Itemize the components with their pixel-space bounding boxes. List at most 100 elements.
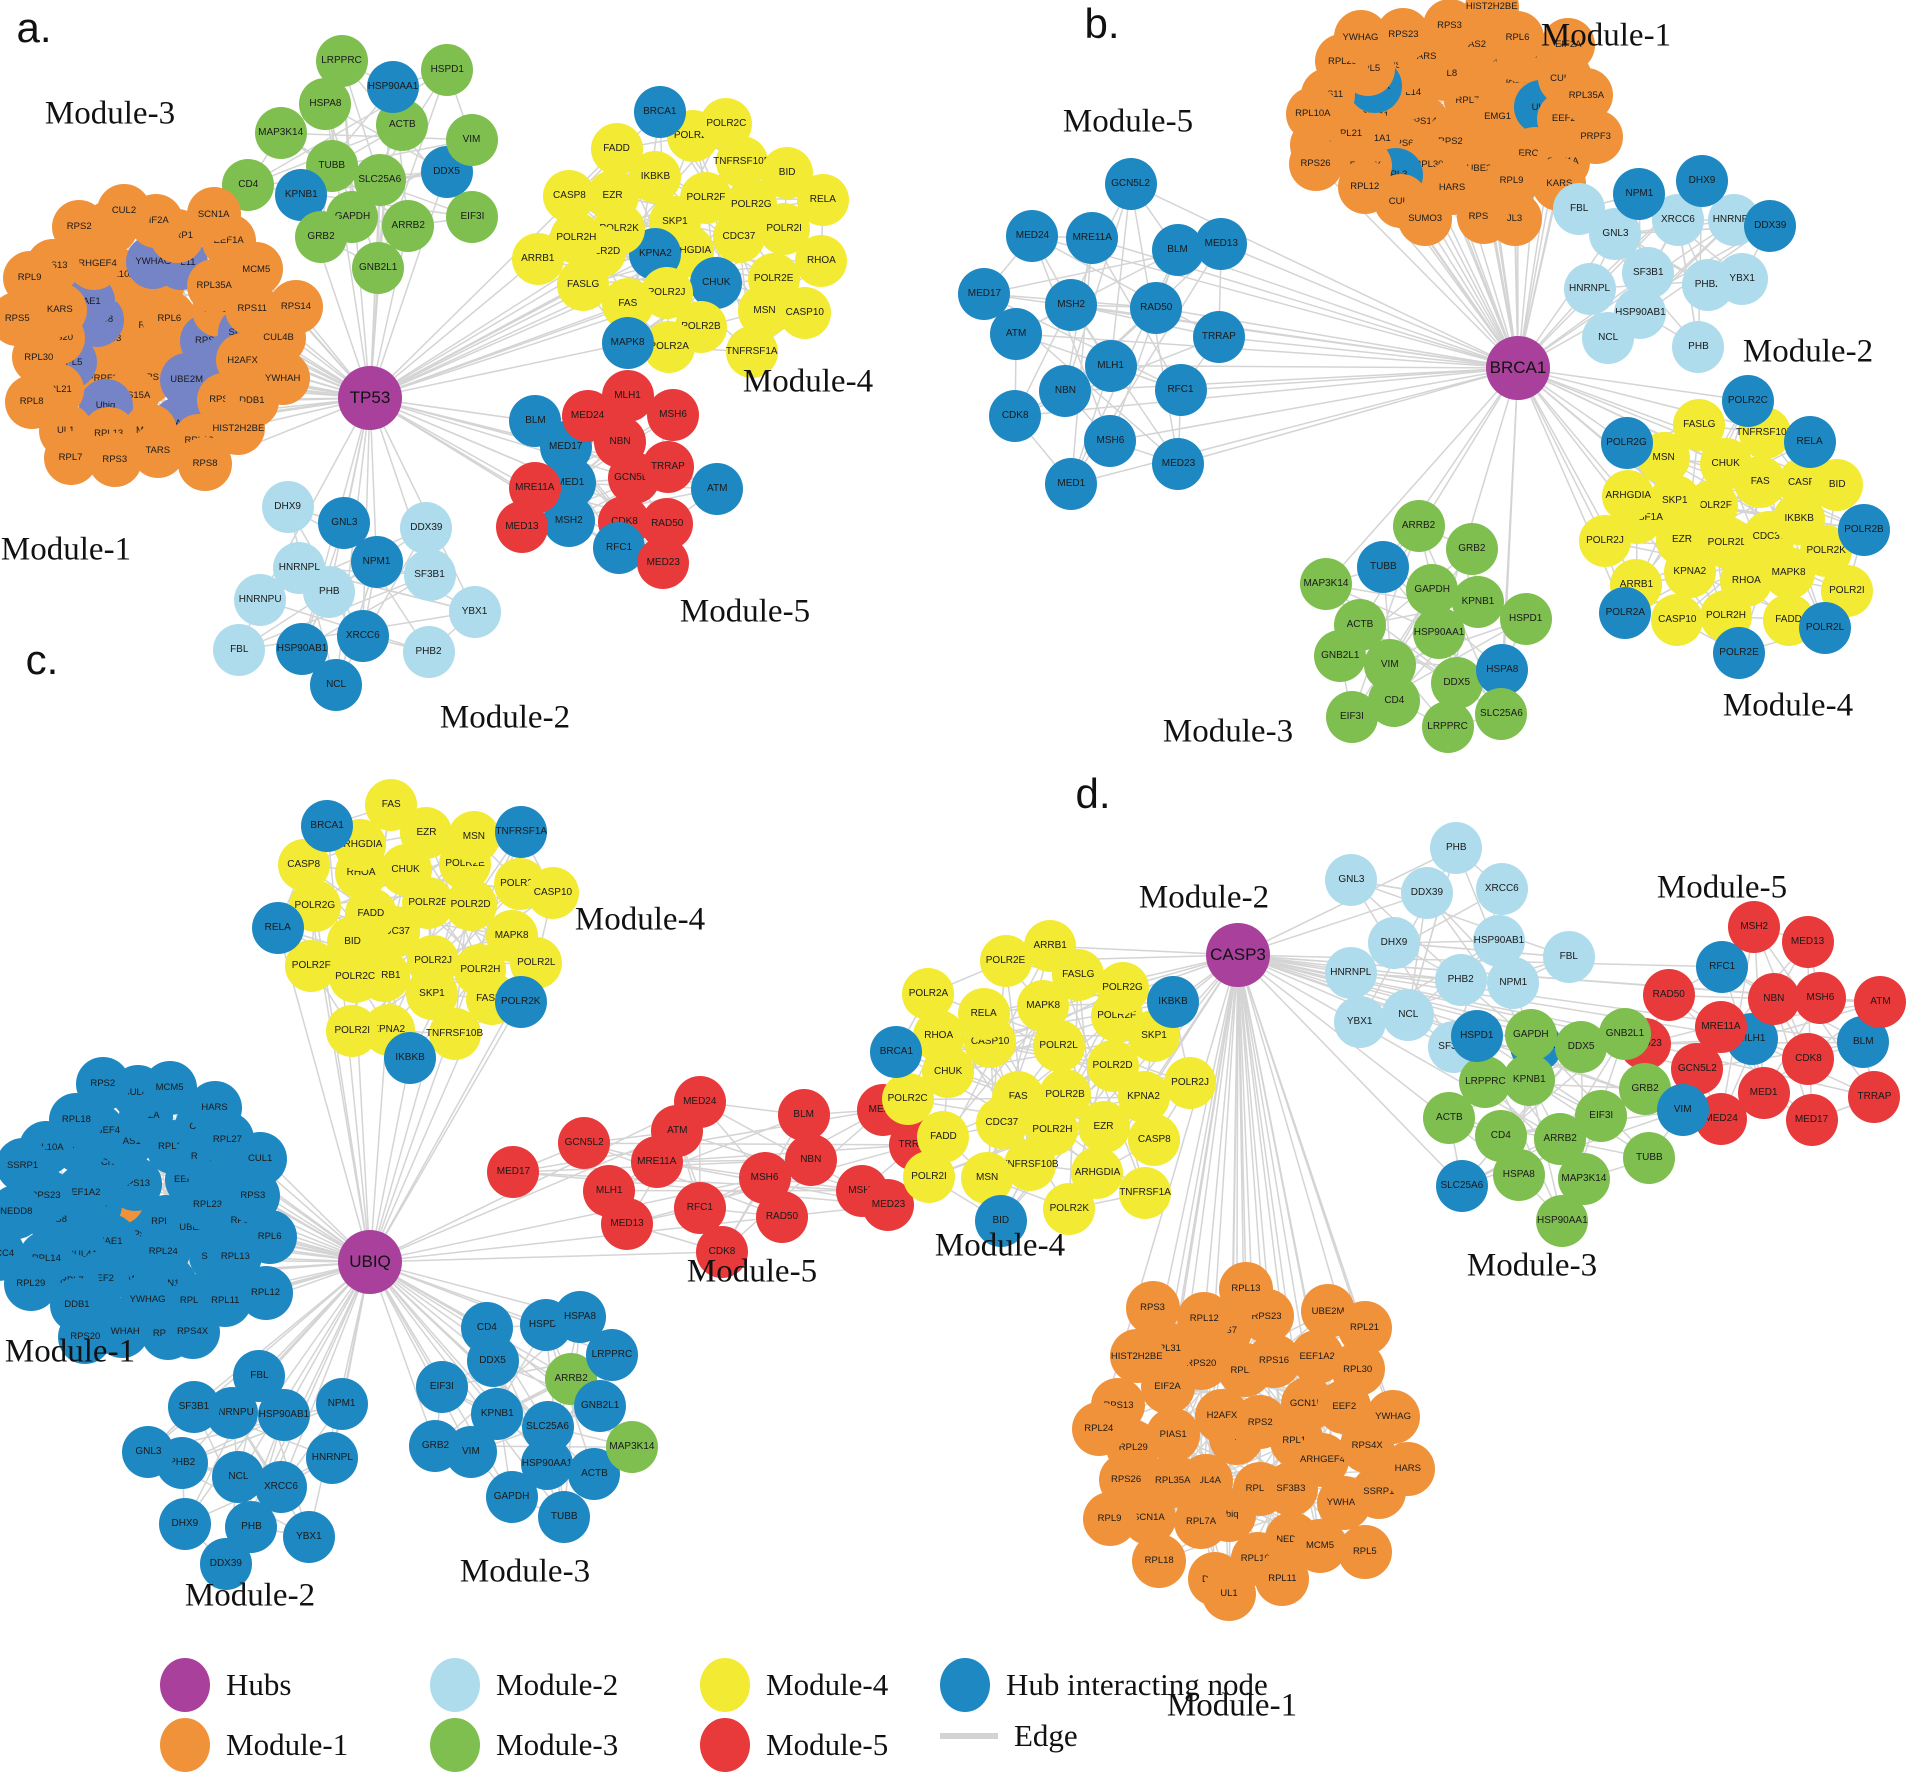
node-label: DHX9 <box>1688 174 1716 186</box>
node-polr2a: POLR2A <box>1599 587 1652 640</box>
node-label: VIM <box>462 1446 480 1458</box>
legend-item-module-3: Module-3 <box>430 1718 618 1772</box>
node-label: MAP3K14 <box>1303 578 1349 590</box>
node-med13: MED13 <box>601 1198 654 1251</box>
node-label: MED1 <box>868 1103 897 1115</box>
node-gnb2l1: GNB2L1 <box>352 241 405 294</box>
node-label: POLR2C <box>335 970 376 982</box>
node-label: HNRNPU <box>238 593 282 605</box>
node-label: RPL23 <box>193 1198 223 1210</box>
node-label: POLR2L <box>517 957 556 969</box>
node-label: LRPPRC <box>591 1348 633 1360</box>
m4-swatch <box>700 1658 750 1712</box>
node-label: ARRB2 <box>391 219 425 231</box>
node-label: RPL8 <box>19 396 44 408</box>
node-label: TUBB <box>1636 1152 1663 1164</box>
node-label: RPS16 <box>209 395 239 405</box>
node-label: VIM <box>1380 659 1399 671</box>
node-rpl10a: RPL10A <box>1285 86 1340 141</box>
node-label: HSP90AB1 <box>258 1409 310 1421</box>
node-label: RPS14 <box>1406 116 1437 128</box>
node-label: TUBB <box>550 1511 578 1523</box>
node-label: POLR2K <box>599 222 639 234</box>
node-arhgdia: ARHGDIA <box>1602 469 1655 522</box>
node-label: FBL <box>1570 202 1589 214</box>
legend-label: Hub interacting node <box>1006 1667 1268 1702</box>
node-fbl: FBL <box>1542 931 1595 984</box>
node-label: POLR2D <box>580 245 621 257</box>
node-eif2a: EIF2A <box>1541 18 1596 73</box>
node-label: KPNB1 <box>1461 596 1495 608</box>
node-label: NCL <box>1598 332 1619 344</box>
node-polr2e: POLR2E <box>1713 626 1766 679</box>
node-casp10: CASP10 <box>778 286 831 339</box>
node-nbn: NBN <box>1039 365 1092 418</box>
node-label: POLR2H <box>556 231 597 243</box>
node-slc25a6: SLC25A6 <box>1475 687 1528 740</box>
node-label: MED17 <box>1794 1114 1829 1125</box>
node-gnl3: GNL3 <box>1325 854 1378 907</box>
node-label: POLR2E <box>1719 646 1759 658</box>
node-label: GAPDH <box>334 211 371 223</box>
node-label: UBE2M <box>170 374 204 386</box>
node-tubb: TUBB <box>1623 1132 1676 1185</box>
node-label: YBX1 <box>1346 1016 1373 1028</box>
node-label: RELA <box>970 1008 997 1020</box>
node-label: XRCC6 <box>1660 214 1695 226</box>
node-label: KARS <box>46 303 73 315</box>
node-h2afx: H2AFX <box>1194 1388 1249 1443</box>
node-label: TARS <box>145 444 171 456</box>
node-kpna2: KPNA2 <box>1663 546 1716 599</box>
node-polr2g: POLR2G <box>1096 961 1149 1014</box>
node-tubb: TUBB <box>1357 540 1410 593</box>
node-label: HSPD1 <box>528 1319 563 1331</box>
node-label: CD4 <box>476 1321 497 1333</box>
node-rps26: RPS26 <box>1288 136 1343 191</box>
node-label: RAD50 <box>651 518 684 530</box>
node-label: POLR2K <box>1806 545 1846 557</box>
node-label: PHB <box>241 1520 262 1532</box>
node-cul1: CUL1 <box>233 1132 288 1187</box>
node-ywhag: YWHAG <box>1366 1389 1421 1444</box>
node-brca1: BRCA1 <box>633 86 686 139</box>
node-label: FAS <box>1008 1091 1028 1103</box>
node-faslg: FASLG <box>1673 399 1726 452</box>
node-label: MED17 <box>967 287 1002 299</box>
node-label: RPS2 <box>66 220 92 232</box>
node-mlh1: MLH1 <box>1084 339 1137 392</box>
node-label: RPL35A <box>1155 1475 1191 1487</box>
node-label: ARHGEF4 <box>1300 1454 1345 1466</box>
node-label: IKBKB <box>1784 512 1814 524</box>
node-label: ERCC4 <box>0 1248 15 1260</box>
node-label: POLR2J <box>1171 1077 1209 1089</box>
node-label: BID <box>778 167 796 179</box>
node-label: GAPDH <box>1513 1028 1549 1040</box>
node-label: RPL12 <box>250 1286 281 1298</box>
node-label: HSPD1 <box>1508 613 1543 625</box>
node-grb2: GRB2 <box>409 1419 462 1472</box>
module-label-b-module-2: Module-2 <box>1742 333 1874 370</box>
node-label: DDX39 <box>209 1557 242 1569</box>
node-mre11a: MRE11A <box>1066 212 1119 265</box>
node-label: PHB2 <box>169 1457 196 1469</box>
node-label: POLR2D <box>1707 537 1748 549</box>
node-label: VIM <box>462 133 481 145</box>
node-label: KPNA2 <box>372 1024 406 1036</box>
node-label: FASLG <box>567 279 600 291</box>
node-atm: ATM <box>990 307 1043 360</box>
node-label: KPNB1 <box>1512 1074 1546 1086</box>
node-npm1: NPM1 <box>350 536 403 589</box>
node-label: RPS20 <box>70 1331 101 1343</box>
node-label: EIF3I <box>1340 711 1364 723</box>
node-label: SKP1 <box>1141 1029 1167 1041</box>
node-rpl24: RPL24 <box>1071 1401 1126 1456</box>
node-label: MLH1 <box>595 1184 623 1196</box>
module-label-a-module-5: Module-5 <box>679 593 811 630</box>
node-gnb2l1: GNB2L1 <box>1598 1007 1651 1060</box>
node-label: PIAS1 <box>1159 1429 1187 1441</box>
node-rpl21: RPL21 <box>1337 1300 1392 1355</box>
node-label: MRE11A <box>637 1155 677 1167</box>
node-label: RPL5 <box>1352 1546 1377 1558</box>
node-med17: MED17 <box>487 1146 540 1199</box>
node-label: NAE1 <box>97 1235 123 1247</box>
